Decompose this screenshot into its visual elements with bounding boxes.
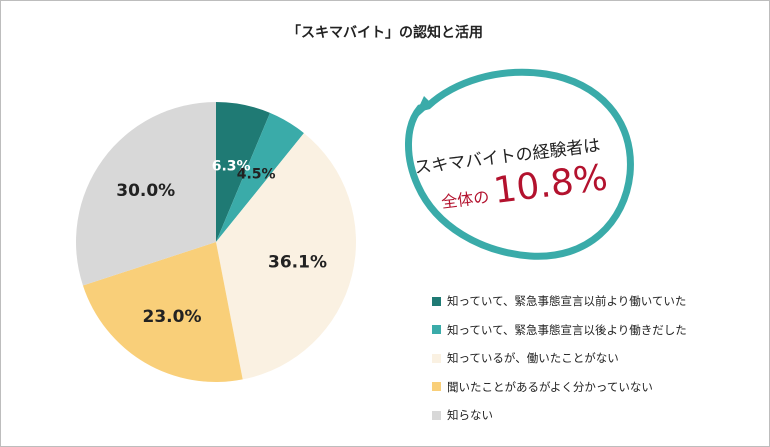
legend-item: 知らない: [432, 401, 687, 430]
pie-value-label: 4.5%: [237, 167, 276, 183]
legend-label: 知っていて、緊急事態宣言以前より働いていた: [447, 294, 687, 309]
legend-label: 知っていて、緊急事態宣言以後より働きだした: [447, 322, 687, 337]
pie-slice: [82, 242, 243, 383]
legend-label: 聞いたことがあるがよく分かっていない: [447, 379, 653, 394]
pie-value-label: 6.3%: [212, 159, 251, 175]
pie-value-label: 30.0%: [116, 181, 175, 201]
legend-swatch: [432, 296, 441, 306]
pie-slice: [216, 112, 304, 242]
chart-legend: 知っていて、緊急事態宣言以前より働いていた 知っていて、緊急事態宣言以後より働きだ…: [432, 287, 687, 430]
pie-slices: [76, 102, 357, 383]
pie-value-labels: 6.3%4.5% 36.1% 23.0% 30.0%: [116, 159, 327, 327]
legend-swatch: [432, 353, 441, 363]
legend-item: 知っていて、緊急事態宣言以後より働きだした: [432, 316, 687, 345]
legend-swatch: [432, 382, 441, 392]
pie-value-label: 23.0%: [143, 307, 202, 327]
legend-label: 知っているが、働いたことがない: [447, 351, 619, 366]
legend-item: 知っているが、働いたことがない: [432, 344, 687, 373]
legend-item: 知っていて、緊急事態宣言以前より働いていた: [432, 287, 687, 316]
legend-swatch: [432, 325, 441, 335]
chart-title: 「スキマバイト」の認知と活用: [287, 25, 483, 41]
legend-label: 知らない: [447, 408, 493, 423]
pie-slice: [216, 102, 271, 242]
pie-slice: [216, 133, 357, 380]
pie-value-label: 36.1%: [268, 252, 327, 272]
legend-swatch: [432, 410, 441, 420]
legend-item: 聞いたことがあるがよく分かっていない: [432, 373, 687, 402]
pie-slice: [76, 102, 217, 286]
callout-outline: [405, 68, 634, 260]
callout-tail: [412, 96, 432, 122]
callout-bubble: スキマバイトの経験者は 全体の 10.8%: [405, 68, 634, 260]
